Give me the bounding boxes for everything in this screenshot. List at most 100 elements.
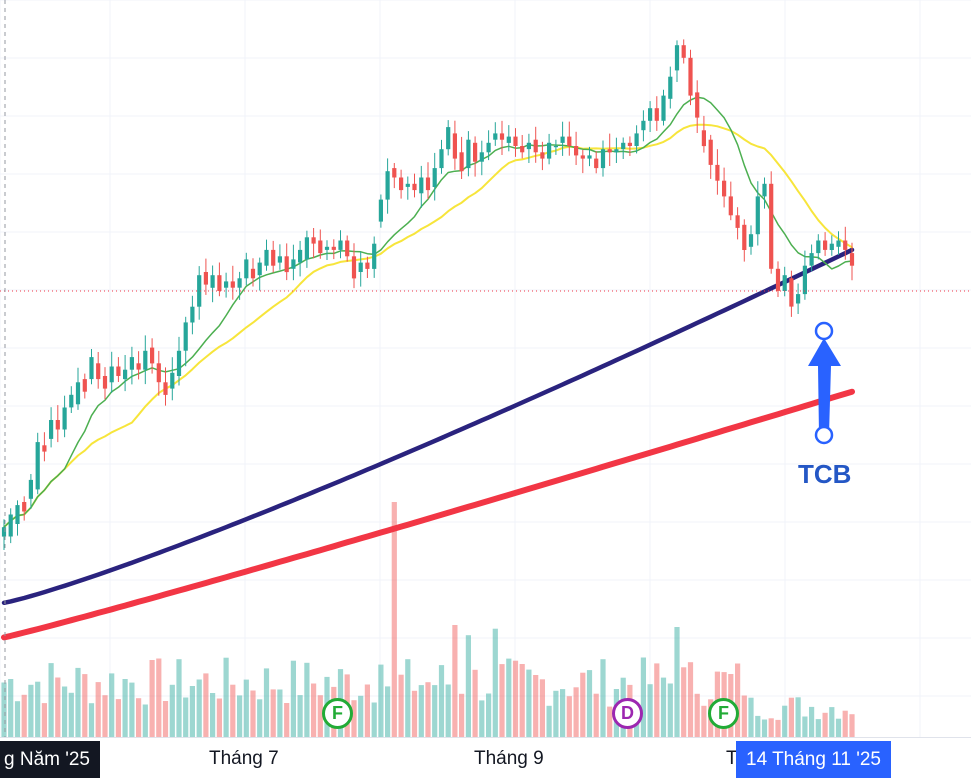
candle-body-78 xyxy=(526,142,531,150)
volume-bar-124 xyxy=(835,718,842,737)
candle-60 xyxy=(405,176,410,200)
volume-bar-125 xyxy=(842,710,848,737)
candle-body-33 xyxy=(224,281,229,288)
candle-106 xyxy=(715,149,720,195)
volume-bar-44 xyxy=(297,695,303,737)
candle-123 xyxy=(829,235,834,256)
candle-body-59 xyxy=(399,177,404,191)
volume-bar-27 xyxy=(183,697,189,737)
volume-bar-126 xyxy=(849,714,855,737)
volume-bar-96 xyxy=(647,684,653,737)
candle-body-16 xyxy=(109,366,114,383)
candle-body-119 xyxy=(802,265,807,295)
volume-bar-75 xyxy=(506,658,512,737)
volume-bar-17 xyxy=(115,699,121,737)
arrow-annotation[interactable] xyxy=(808,321,841,445)
volume-bar-101 xyxy=(681,667,687,737)
volume-bar-13 xyxy=(88,703,95,737)
volume-bar-57 xyxy=(385,686,391,737)
volume-bar-70 xyxy=(472,669,478,737)
candle-116 xyxy=(782,266,787,297)
candle-body-9 xyxy=(62,407,67,430)
candle-16 xyxy=(109,351,114,393)
candle-body-37 xyxy=(250,268,256,279)
candle-body-125 xyxy=(843,240,848,250)
candle-120 xyxy=(809,244,814,272)
candle-body-81 xyxy=(547,142,552,159)
candle-body-83 xyxy=(560,136,565,143)
candle-body-113 xyxy=(762,183,767,197)
candle-body-36 xyxy=(244,259,249,279)
candle-body-1 xyxy=(8,514,13,537)
candle-body-26 xyxy=(176,350,182,376)
candle-47 xyxy=(318,229,323,259)
candle-body-0 xyxy=(1,527,7,537)
volume-bar-34 xyxy=(230,684,236,737)
candle-45 xyxy=(304,230,309,268)
volume-bar-19 xyxy=(129,682,135,737)
volume-bar-5 xyxy=(35,681,41,737)
candle-52 xyxy=(351,243,357,289)
volume-bar-89 xyxy=(600,659,606,737)
candle-body-91 xyxy=(614,149,619,153)
volume-bar-103 xyxy=(694,693,700,737)
price-chart[interactable] xyxy=(0,0,971,737)
candle-13 xyxy=(89,349,94,385)
volume-bar-122 xyxy=(822,712,828,737)
candle-68 xyxy=(459,136,464,179)
candle-27 xyxy=(183,316,188,367)
candle-2 xyxy=(15,500,20,536)
candle-body-69 xyxy=(466,139,471,169)
volume-bar-21 xyxy=(142,704,148,737)
volume-bar-83 xyxy=(560,689,566,737)
volume-bar-37 xyxy=(250,690,256,737)
candle-97 xyxy=(654,96,659,131)
volume-bar-79 xyxy=(533,675,539,737)
candle-body-43 xyxy=(291,259,296,269)
volume-bar-68 xyxy=(459,693,465,737)
candle-body-116 xyxy=(782,275,787,291)
candle-body-89 xyxy=(600,149,606,169)
volume-bar-32 xyxy=(216,698,222,737)
volume-bar-72 xyxy=(486,693,492,737)
candle-96 xyxy=(648,101,653,132)
candle-69 xyxy=(466,131,471,177)
candle-93 xyxy=(627,136,632,156)
candle-body-47 xyxy=(318,240,323,254)
volume-bar-111 xyxy=(748,697,754,737)
candle-99 xyxy=(668,66,673,109)
volume-bar-77 xyxy=(519,664,525,737)
candle-41 xyxy=(277,244,282,270)
candle-body-13 xyxy=(89,357,94,380)
candle-8 xyxy=(55,405,60,443)
candle-62 xyxy=(419,165,424,208)
candle-body-86 xyxy=(580,155,585,159)
candle-119 xyxy=(802,250,807,300)
volume-bar-11 xyxy=(75,667,81,737)
volume-bar-58 xyxy=(391,502,397,737)
candle-51 xyxy=(345,235,350,262)
candle-body-11 xyxy=(75,382,81,405)
candle-44 xyxy=(298,240,303,277)
candle-65 xyxy=(439,139,444,174)
volume-bar-73 xyxy=(492,628,498,737)
candle-11 xyxy=(75,367,81,410)
candle-body-79 xyxy=(533,139,538,153)
event-badge-d[interactable]: D xyxy=(612,698,643,729)
candle-body-29 xyxy=(197,275,202,307)
volume-bar-95 xyxy=(640,657,646,737)
candle-body-34 xyxy=(230,281,235,288)
volume-bar-41 xyxy=(277,689,283,737)
volume-bar-28 xyxy=(189,686,195,737)
candle-body-38 xyxy=(257,262,262,276)
candle-body-117 xyxy=(789,278,794,307)
candle-73 xyxy=(493,122,498,146)
candle-4 xyxy=(28,474,33,509)
event-badge-f-1[interactable]: F xyxy=(322,698,353,729)
candle-124 xyxy=(836,231,841,255)
candle-body-22 xyxy=(150,347,155,364)
candle-body-2 xyxy=(15,505,20,524)
event-badge-f-2[interactable]: F xyxy=(708,698,739,729)
candle-body-94 xyxy=(634,133,639,146)
